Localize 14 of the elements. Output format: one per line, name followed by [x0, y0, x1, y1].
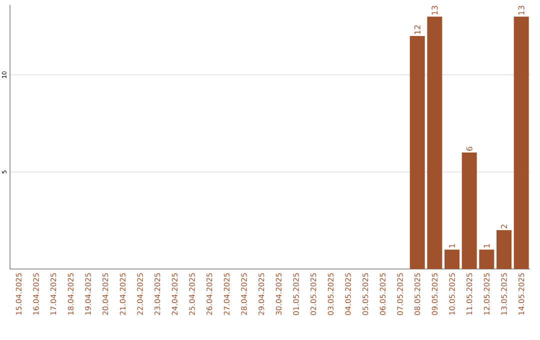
data-label: 12	[414, 25, 420, 34]
bar	[496, 230, 512, 269]
data-label: 1	[484, 244, 490, 248]
data-label: 1	[449, 244, 455, 248]
bar	[462, 152, 477, 269]
data-label: 6	[466, 146, 472, 151]
bar	[444, 250, 460, 269]
bar	[427, 16, 442, 269]
data-label: 13	[432, 6, 438, 15]
bar	[479, 250, 494, 269]
data-label: 2	[501, 224, 507, 228]
data-label: 13	[518, 6, 524, 15]
bar	[514, 16, 529, 269]
bar	[410, 36, 425, 269]
